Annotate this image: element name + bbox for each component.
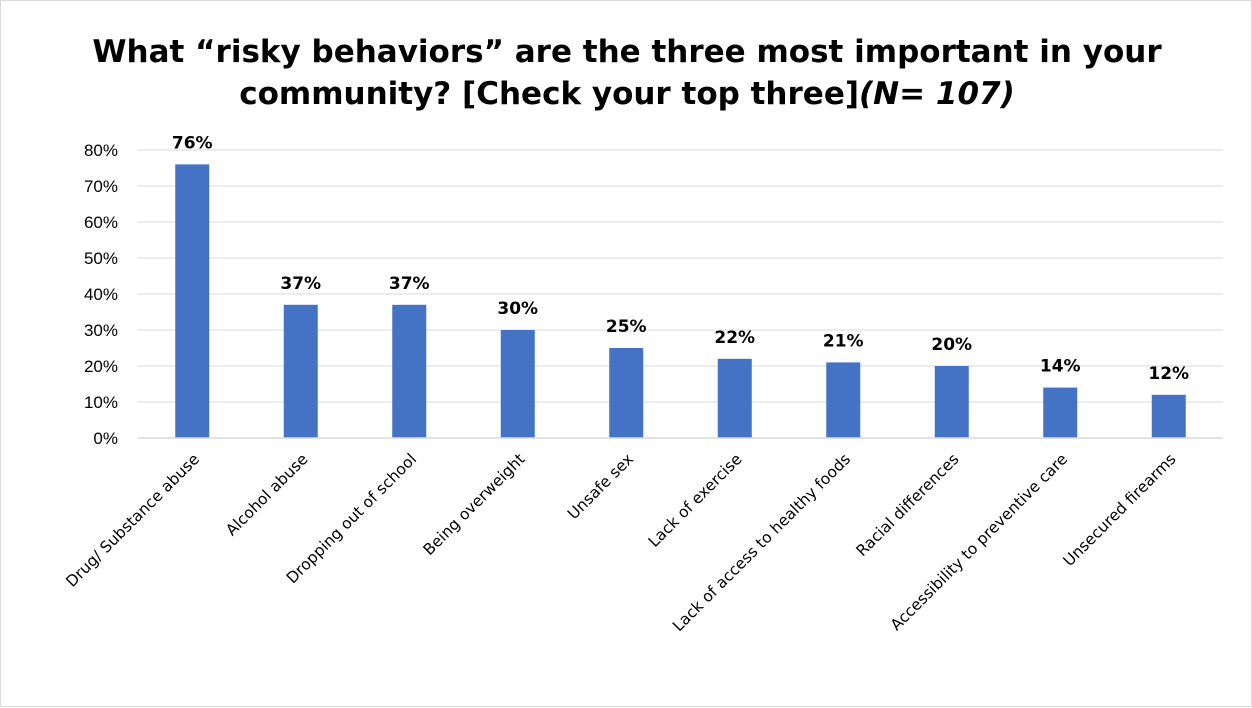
x-category-label: Lack of exercise [645, 450, 746, 551]
y-tick-label: 60% [84, 213, 118, 232]
data-label: 25% [606, 317, 647, 337]
y-tick-label: 70% [84, 177, 118, 196]
chart-title-line-2: community? [Check your top three](N= 107… [1, 73, 1252, 115]
data-label: 37% [280, 274, 321, 294]
x-category-label: Accessibility to preventive care [887, 450, 1071, 634]
bar [283, 304, 318, 438]
x-category-label: Unsecured firearms [1060, 450, 1180, 570]
bar [826, 362, 861, 438]
x-category-label: Unsafe sex [564, 450, 637, 523]
data-label: 21% [823, 331, 864, 351]
x-category-label: Drug/ Substance abuse [62, 450, 203, 591]
chart-title-note: (N= 107) [859, 76, 1015, 112]
x-category-label: Lack of access to healthy foods [669, 450, 854, 635]
y-tick-label: 10% [84, 393, 118, 412]
chart-title: What “risky behaviors” are the three mos… [1, 31, 1252, 115]
bar [1151, 394, 1186, 438]
data-label: 12% [1148, 364, 1189, 384]
y-tick-label: 0% [93, 429, 118, 448]
y-tick-label: 50% [84, 249, 118, 268]
data-label: 37% [389, 274, 430, 294]
bar [934, 366, 969, 438]
x-category-label: Being overweight [420, 450, 529, 559]
chart-title-line-1: What “risky behaviors” are the three mos… [92, 34, 1162, 70]
data-label: 14% [1040, 357, 1081, 377]
data-label: 30% [497, 299, 538, 319]
bar [609, 348, 644, 438]
y-tick-label: 20% [84, 357, 118, 376]
bar [392, 304, 427, 438]
data-label: 76% [172, 133, 213, 153]
bar [175, 164, 210, 438]
chart-title-line-2-text: community? [Check your top three] [239, 76, 860, 112]
x-category-label: Racial differences [853, 450, 963, 560]
y-tick-label: 80% [84, 141, 118, 160]
bar [1043, 387, 1078, 438]
bar [717, 358, 752, 438]
data-label: 20% [931, 335, 972, 355]
bar [500, 330, 535, 438]
y-tick-label: 40% [84, 285, 118, 304]
x-category-label: Alcohol abuse [222, 450, 311, 539]
y-tick-label: 30% [84, 321, 118, 340]
data-label: 22% [714, 328, 755, 348]
